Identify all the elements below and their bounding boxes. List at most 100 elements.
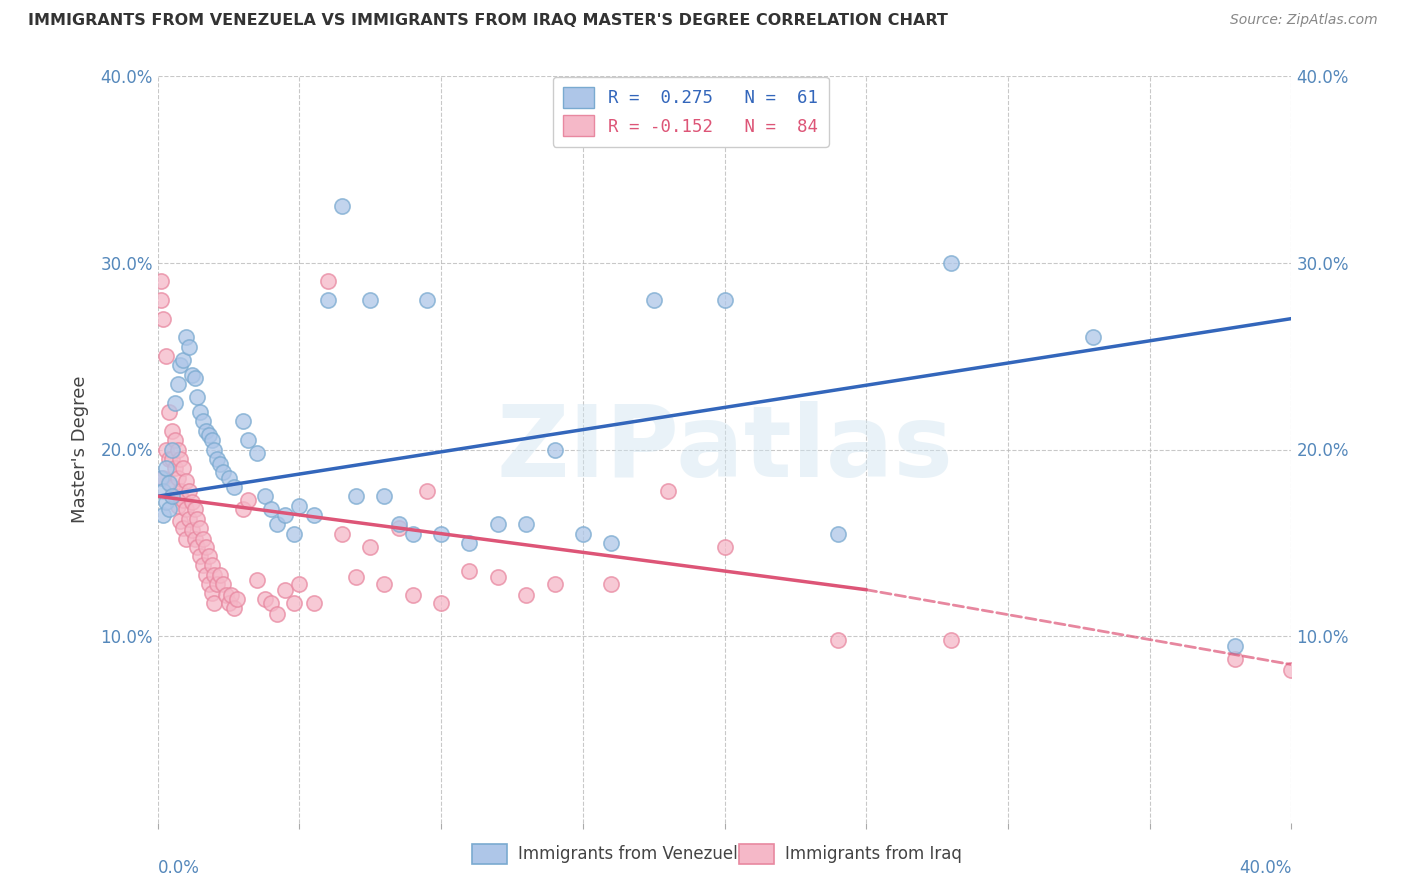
Point [194, 540, 217, 554]
Point [183, 371, 205, 385]
Point [600, 536, 623, 550]
Point [344, 489, 367, 503]
Point [157, 451, 180, 466]
Point [191, 558, 214, 573]
Point [209, 567, 232, 582]
Point [174, 330, 197, 344]
Point [160, 451, 183, 466]
Point [515, 588, 537, 602]
Point [157, 476, 180, 491]
Point [1223, 652, 1246, 666]
Point [200, 558, 222, 573]
Point [197, 549, 219, 563]
Point [202, 567, 225, 582]
Point [183, 502, 205, 516]
Point [177, 483, 200, 498]
Text: 0.0%: 0.0% [157, 859, 200, 877]
Point [283, 526, 305, 541]
Point [177, 511, 200, 525]
Point [1223, 639, 1246, 653]
Point [200, 586, 222, 600]
Point [330, 526, 353, 541]
Point [1281, 663, 1303, 677]
Point [166, 470, 188, 484]
Point [430, 526, 453, 541]
Point [180, 368, 202, 382]
Legend: R =  0.275   N =  61, R = -0.152   N =  84: R = 0.275 N = 61, R = -0.152 N = 84 [553, 77, 828, 147]
Point [202, 442, 225, 457]
Point [160, 480, 183, 494]
Point [274, 582, 297, 597]
Point [246, 446, 269, 460]
Point [163, 433, 186, 447]
Point [260, 596, 283, 610]
Point [572, 526, 595, 541]
Point [288, 499, 311, 513]
Point [172, 521, 194, 535]
Point [194, 424, 217, 438]
Point [302, 508, 325, 522]
Point [416, 293, 439, 307]
Point [713, 293, 735, 307]
Point [316, 293, 339, 307]
Point [215, 588, 238, 602]
Point [941, 633, 963, 648]
Point [166, 442, 188, 457]
Point [186, 390, 208, 404]
Point [212, 577, 235, 591]
Point [160, 424, 183, 438]
Point [155, 349, 177, 363]
Point [827, 633, 849, 648]
Point [180, 495, 202, 509]
Point [207, 577, 229, 591]
Point [557, 125, 579, 139]
Point [174, 533, 197, 547]
Point [254, 489, 277, 503]
Point [224, 480, 246, 494]
Point [191, 533, 214, 547]
Point [218, 596, 240, 610]
Text: Source: ZipAtlas.com: Source: ZipAtlas.com [1230, 13, 1378, 28]
Point [238, 493, 260, 508]
Point [166, 377, 188, 392]
Point [827, 526, 849, 541]
Point [600, 577, 623, 591]
Point [402, 588, 425, 602]
Text: 40.0%: 40.0% [1239, 859, 1292, 877]
Point [543, 577, 565, 591]
Point [373, 577, 395, 591]
Point [359, 293, 381, 307]
Point [172, 461, 194, 475]
Point [713, 540, 735, 554]
Point [163, 396, 186, 410]
Point [515, 517, 537, 532]
Point [302, 596, 325, 610]
Point [149, 470, 172, 484]
Point [232, 414, 254, 428]
Text: IMMIGRANTS FROM VENEZUELA VS IMMIGRANTS FROM IRAQ MASTER'S DEGREE CORRELATION CH: IMMIGRANTS FROM VENEZUELA VS IMMIGRANTS … [28, 13, 948, 29]
Point [416, 483, 439, 498]
Point [188, 521, 211, 535]
Point [266, 607, 288, 621]
Point [152, 483, 174, 498]
Text: ZIPatlas: ZIPatlas [496, 401, 953, 498]
Point [197, 427, 219, 442]
Point [172, 352, 194, 367]
Point [194, 567, 217, 582]
Point [246, 574, 269, 588]
Point [186, 511, 208, 525]
Point [149, 274, 172, 288]
Point [458, 564, 481, 578]
Point [166, 499, 188, 513]
Point [224, 601, 246, 615]
Point [197, 577, 219, 591]
Text: Immigrants from Venezuela: Immigrants from Venezuela [517, 845, 748, 863]
Point [155, 461, 177, 475]
Point [221, 588, 243, 602]
Point [163, 489, 186, 503]
Point [486, 517, 509, 532]
Point [207, 451, 229, 466]
Point [188, 549, 211, 563]
Point [388, 521, 411, 535]
Point [316, 274, 339, 288]
